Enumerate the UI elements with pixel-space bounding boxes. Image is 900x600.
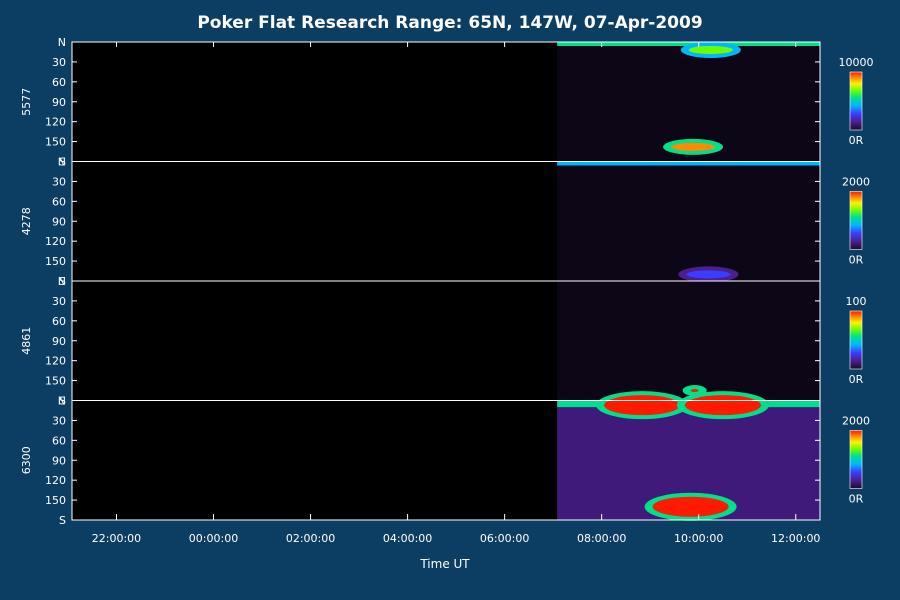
emission-field: [557, 281, 820, 401]
y-tick-label: 120: [45, 116, 66, 129]
y-tick-label: 60: [52, 315, 66, 328]
colorbar: [849, 310, 863, 370]
x-tick-label: 02:00:00: [286, 532, 335, 545]
x-tick-label: 12:00:00: [771, 532, 820, 545]
colorbar-max-label: 2000: [842, 415, 870, 428]
panel-ylabel: 5577: [20, 88, 33, 116]
x-tick-label: 06:00:00: [480, 532, 529, 545]
y-tick-label: 120: [45, 474, 66, 487]
y-tick-label: N: [58, 36, 66, 49]
y-tick-label: 90: [52, 454, 66, 467]
colorbar-min-label: 0R: [849, 373, 864, 386]
intensity-blob: [684, 395, 761, 416]
emission-field: [557, 161, 820, 281]
panel-ylabel: 4278: [20, 207, 33, 235]
intensity-blob: [652, 496, 729, 517]
y-tick-label: 90: [52, 215, 66, 228]
intensity-blob: [690, 389, 699, 393]
x-axis: 22:00:00 00:00:00 02:00:00 04:00:00 06:00:00…: [92, 42, 820, 545]
intensity-band: [557, 161, 820, 166]
x-tick-label: 10:00:00: [674, 532, 723, 545]
y-tick-label: N: [58, 275, 66, 288]
y-tick-label: S: [59, 275, 66, 288]
intensity-blob: [671, 142, 716, 151]
y-tick-label: 60: [52, 434, 66, 447]
y-tick-label: 120: [45, 235, 66, 248]
y-tick-label: 90: [52, 335, 66, 348]
y-tick-label: S: [59, 395, 66, 408]
intensity-blob: [686, 270, 731, 279]
colorbar-min-label: 0R: [849, 134, 864, 147]
y-tick-label: 150: [45, 494, 66, 507]
x-tick-label: 22:00:00: [92, 532, 141, 545]
y-tick-label: N: [58, 156, 66, 169]
x-tick-label: 04:00:00: [383, 532, 432, 545]
y-tick-label: S: [59, 514, 66, 527]
y-tick-label: 30: [52, 175, 66, 188]
colorbar-min-label: 0R: [849, 493, 864, 506]
panel-4861: N 30 60 90 120 150 S 4861 100 0R: [20, 275, 867, 408]
y-tick-label: N: [58, 395, 66, 408]
y-tick-label: 150: [45, 255, 66, 268]
intensity-band: [557, 42, 820, 46]
y-tick-label: 30: [52, 414, 66, 427]
panel-ylabel: 4861: [20, 327, 33, 355]
x-axis-label: Time UT: [419, 557, 470, 571]
x-tick-label: 00:00:00: [189, 532, 238, 545]
colorbar: [849, 430, 863, 489]
panel-ylabel: 6300: [20, 446, 33, 474]
panels-group: N 30 60 90 120 150 S 5577 10000 0R N 30 60 90 120 150 S 4…: [20, 36, 874, 527]
y-tick-label: 30: [52, 295, 66, 308]
colorbar: [849, 71, 863, 131]
y-tick-label: 120: [45, 355, 66, 368]
intensity-blob: [604, 395, 681, 416]
colorbar-max-label: 10000: [839, 56, 874, 69]
x-tick-label: 08:00:00: [577, 532, 626, 545]
y-tick-label: 150: [45, 136, 66, 149]
panel-6300: N 30 60 90 120 150 S 6300 2000 0R: [20, 391, 870, 527]
y-tick-label: 60: [52, 195, 66, 208]
colorbar-max-label: 2000: [842, 176, 870, 189]
panel-5577: N 30 60 90 120 150 S 5577 10000 0R: [20, 36, 874, 169]
y-tick-label: 60: [52, 76, 66, 89]
colorbar-max-label: 100: [846, 295, 867, 308]
y-tick-label: 150: [45, 375, 66, 388]
y-tick-label: 30: [52, 56, 66, 69]
chart-title: Poker Flat Research Range: 65N, 147W, 07…: [197, 13, 702, 33]
y-tick-label: S: [59, 156, 66, 169]
intensity-blob: [688, 45, 733, 54]
y-tick-label: 90: [52, 96, 66, 109]
colorbar: [849, 191, 863, 250]
panel-4278: N 30 60 90 120 150 S 4278 2000 0R: [20, 156, 870, 289]
colorbar-min-label: 0R: [849, 254, 864, 267]
